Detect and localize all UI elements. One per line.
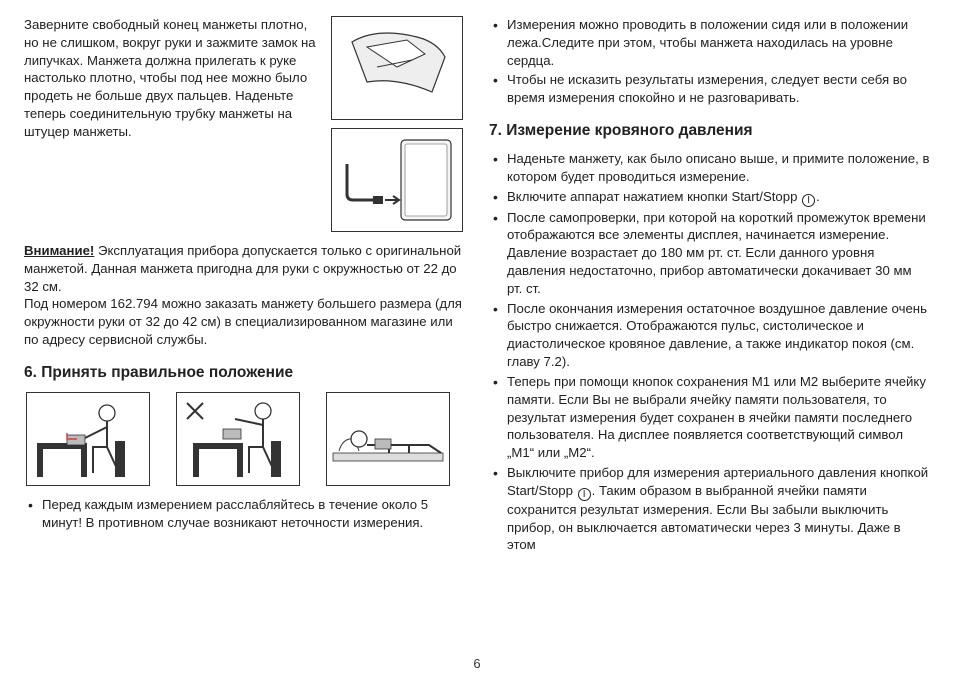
bullet-text: Включите аппарат нажатием кнопки Start/S…	[507, 189, 801, 204]
attention-paragraph: Внимание! Эксплуатация прибора допускает…	[24, 242, 465, 295]
list-item: Включите аппарат нажатием кнопки Start/S…	[493, 188, 930, 207]
bullet-text: После окончания измерения остаточное воз…	[507, 301, 927, 369]
list-item: Выключите прибор для измерения артериаль…	[493, 464, 930, 554]
start-stop-icon: I	[802, 194, 815, 207]
posture-sitting-correct-icon	[29, 395, 147, 483]
list-item: После окончания измерения остаточное воз…	[493, 300, 930, 371]
fig-posture-lying	[326, 392, 450, 486]
pre-section7-bullets: Измерения можно проводить в положении си…	[489, 16, 930, 107]
list-item: После самопроверки, при которой на корот…	[493, 209, 930, 298]
posture-figures	[24, 392, 465, 486]
list-item: Наденьте манжету, как было описано выше,…	[493, 150, 930, 186]
list-item: Перед каждым измерением расслабляйтесь в…	[28, 496, 465, 532]
posture-lying-icon	[329, 395, 447, 483]
bullet-text: После самопроверки, при которой на корот…	[507, 210, 926, 296]
intro-figures	[331, 16, 465, 232]
bullet-text: .	[816, 189, 820, 204]
list-item: Теперь при помощи кнопок сохранения M1 и…	[493, 373, 930, 462]
section-6-heading: 6. Принять правильное положение	[24, 363, 465, 384]
section-7-heading: 7. Измерение кровяного давления	[489, 121, 930, 142]
posture-sitting-wrong-icon	[179, 395, 297, 483]
bullet-text: Теперь при помощи кнопок сохранения M1 и…	[507, 374, 926, 460]
intro-text: Заверните свободный конец манжеты плотно…	[24, 16, 323, 232]
tube-connect-icon	[337, 134, 457, 226]
right-column: Измерения можно проводить в положении си…	[489, 16, 930, 556]
manual-page: Заверните свободный конец манжеты плотно…	[0, 0, 954, 564]
section-6-bullets: Перед каждым измерением расслабляйтесь в…	[24, 496, 465, 532]
bullet-text: Наденьте манжету, как было описано выше,…	[507, 151, 929, 184]
fig-cuff-wrap	[331, 16, 463, 120]
cuff-wrap-icon	[337, 22, 457, 114]
intro-block: Заверните свободный конец манжеты плотно…	[24, 16, 465, 232]
start-stop-icon: I	[578, 488, 591, 501]
attention-label: Внимание!	[24, 243, 94, 258]
page-number: 6	[0, 656, 954, 671]
section-7-bullets: Наденьте манжету, как было описано выше,…	[489, 150, 930, 554]
attention-text-2: Под номером 162.794 можно заказать манже…	[24, 295, 465, 348]
list-item: Чтобы не исказить результаты измерения, …	[493, 71, 930, 107]
left-column: Заверните свободный конец манжеты плотно…	[24, 16, 465, 556]
list-item: Измерения можно проводить в положении си…	[493, 16, 930, 69]
fig-posture-sitting-correct	[26, 392, 150, 486]
fig-posture-sitting-wrong	[176, 392, 300, 486]
fig-tube-connect	[331, 128, 463, 232]
